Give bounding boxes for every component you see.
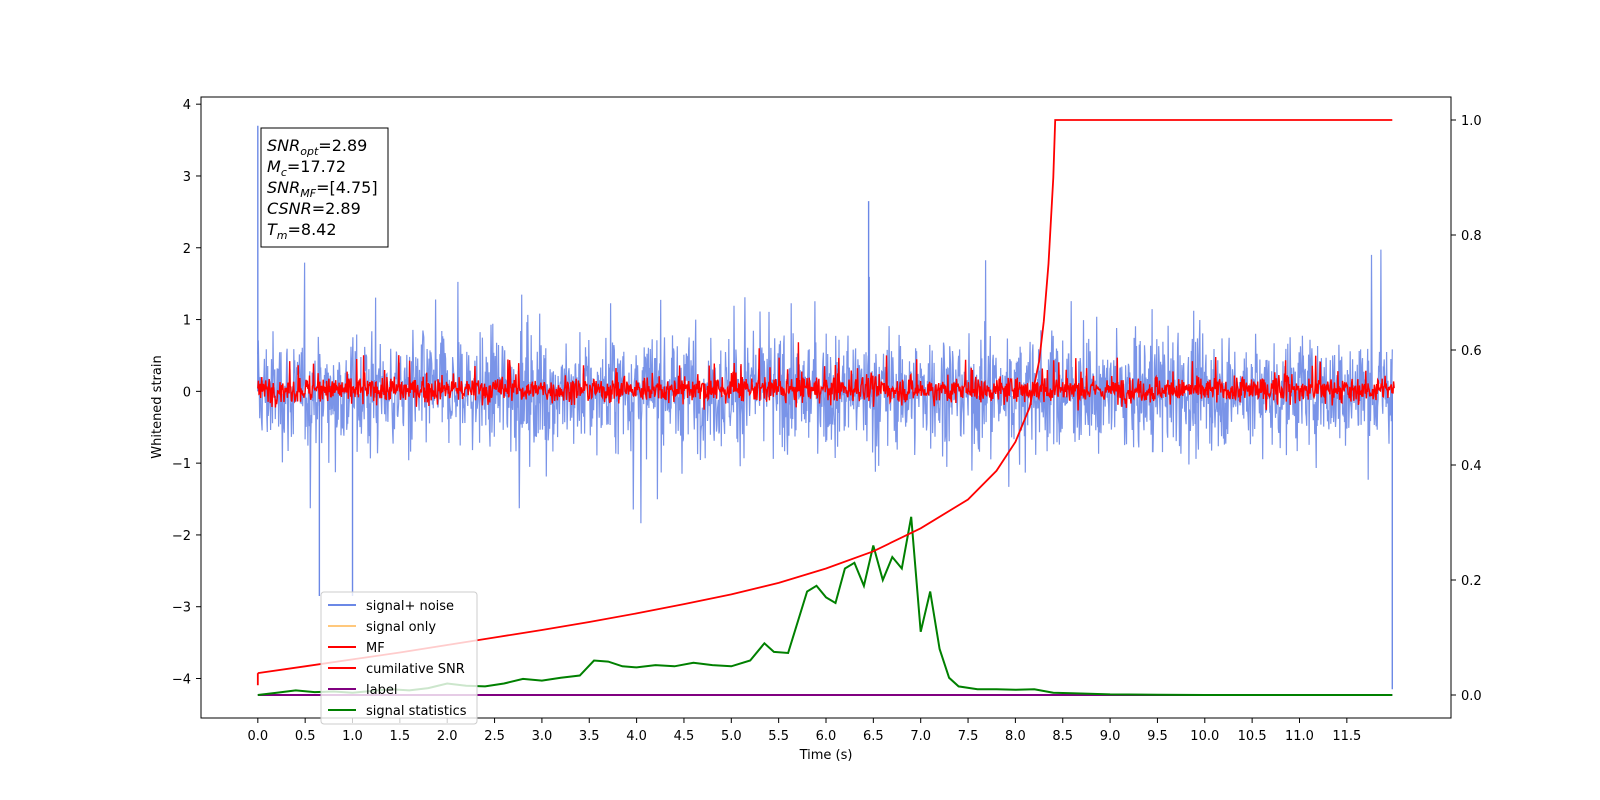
x-tick-label: 8.0 — [1005, 729, 1026, 744]
annotation-box: SNRopt=2.89Mc=17.72SNRMF=[4.75]CSNR=2.89… — [260, 127, 389, 248]
legend-entry: cumilative SNR — [366, 662, 465, 677]
annotation-value: =[4.75] — [316, 178, 378, 197]
x-tick-label: 10.5 — [1238, 729, 1267, 744]
y2-tick-label: 0.4 — [1461, 459, 1482, 474]
x-tick-label: 10.0 — [1190, 729, 1219, 744]
legend-frame — [320, 591, 478, 725]
x-tick-label: 7.5 — [958, 729, 979, 744]
legend: signal+ noise signal only MF cumilative SNR… — [320, 591, 478, 725]
y2-tick-label: 0.8 — [1461, 229, 1482, 244]
y2-tick-label: 0.2 — [1461, 574, 1482, 589]
annotation-subscript: MF — [300, 187, 316, 200]
annotation-line: SNRopt=2.89 — [267, 136, 367, 158]
y2-tick-label: 0.0 — [1461, 689, 1482, 704]
y-tick-label: 1 — [183, 314, 191, 329]
series-mf — [257, 342, 1395, 411]
x-tick-label: 6.0 — [816, 729, 837, 744]
x-tick-label: 2.0 — [437, 729, 458, 744]
annotation-value: =2.89 — [312, 199, 361, 218]
x-tick-label: 0.0 — [247, 729, 268, 744]
annotation-box-frame — [260, 127, 389, 248]
annotation-subscript: opt — [300, 145, 319, 158]
legend-entry: signal only — [366, 620, 436, 635]
annotation-value: =17.72 — [287, 157, 346, 176]
x-tick-label: 5.0 — [721, 729, 742, 744]
x-tick-label: 1.0 — [342, 729, 363, 744]
annotation-subscript: m — [277, 229, 288, 242]
annotation-symbol: SNR — [267, 178, 300, 197]
y-tick-label: −3 — [172, 601, 191, 616]
x-tick-label: 2.5 — [484, 729, 505, 744]
x-axis-label: Time (s) — [799, 748, 853, 763]
legend-entry: signal+ noise — [366, 599, 454, 614]
y2-tick-label: 1.0 — [1461, 114, 1482, 129]
y-tick-label: −2 — [172, 529, 191, 544]
y-axis-left: 4 3 2 1 0 −1 −2 −3 −4 — [172, 98, 201, 688]
x-tick-label: 3.5 — [579, 729, 600, 744]
x-tick-label: 6.5 — [863, 729, 884, 744]
x-tick-label: 11.5 — [1332, 729, 1361, 744]
x-tick-label: 9.0 — [1100, 729, 1121, 744]
y-tick-label: 3 — [183, 170, 191, 185]
x-tick-label: 1.5 — [390, 729, 411, 744]
x-tick-label: 8.5 — [1052, 729, 1073, 744]
annotation-value: =8.42 — [288, 220, 337, 239]
annotation-subscript: c — [281, 166, 287, 179]
x-tick-label: 5.5 — [768, 729, 789, 744]
y-tick-label: 2 — [183, 242, 191, 257]
y-tick-label: 4 — [183, 98, 191, 113]
x-tick-label: 4.5 — [674, 729, 695, 744]
legend-entry: signal statistics — [366, 704, 467, 719]
y-tick-label: −4 — [172, 673, 191, 688]
annotation-symbol: SNR — [267, 136, 300, 155]
legend-entry: label — [366, 683, 397, 698]
annotation-symbol: M — [267, 157, 281, 176]
x-tick-label: 7.0 — [910, 729, 931, 744]
y-tick-label: −1 — [172, 457, 191, 472]
x-tick-label: 11.0 — [1285, 729, 1314, 744]
x-tick-label: 3.0 — [532, 729, 553, 744]
annotation-line: CSNR=2.89 — [267, 199, 361, 218]
annotation-line: Tm=8.42 — [267, 220, 337, 242]
y-axis-right: 1.0 0.8 0.6 0.4 0.2 0.0 — [1451, 114, 1482, 704]
x-tick-label: 9.5 — [1147, 729, 1168, 744]
annotation-symbol: T — [267, 220, 278, 239]
annotation-line: SNRMF=[4.75] — [267, 178, 378, 200]
y2-tick-label: 0.6 — [1461, 344, 1482, 359]
x-axis: 0.0 0.5 1.0 1.5 2.0 2.5 3.0 3.5 4.0 4.5 5.0 5.5 6.0 6… — [247, 718, 1361, 744]
x-tick-label: 0.5 — [295, 729, 316, 744]
annotation-symbol: CSNR — [267, 199, 312, 218]
legend-entry: MF — [366, 641, 385, 656]
y-tick-label: 0 — [183, 385, 191, 400]
annotation-line: Mc=17.72 — [267, 157, 346, 179]
y-axis-label: Whitened strain — [150, 355, 165, 458]
x-tick-label: 4.0 — [626, 729, 647, 744]
annotation-value: =2.89 — [318, 136, 367, 155]
